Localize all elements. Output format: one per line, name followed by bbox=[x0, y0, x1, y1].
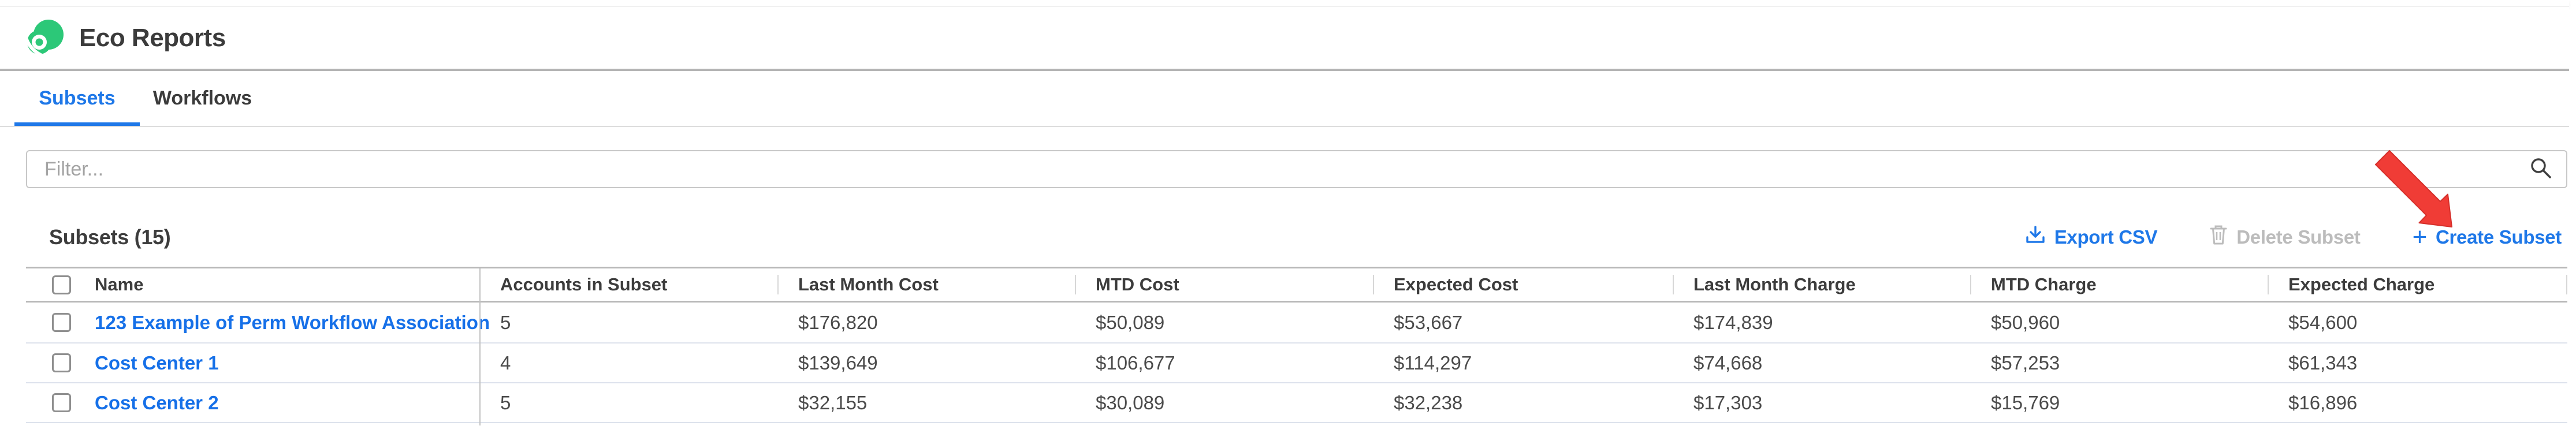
row-checkbox[interactable] bbox=[52, 313, 71, 332]
cell-accounts: 5 bbox=[500, 391, 511, 413]
column-header-mtd-cost[interactable]: MTD Cost bbox=[1075, 268, 1373, 301]
cell-expected-charge: $61,343 bbox=[2288, 352, 2358, 374]
cell-mtd-cost: $30,089 bbox=[1096, 391, 1165, 413]
subsets-toolbar: Subsets (15) Export CSV bbox=[49, 223, 2562, 252]
page-title: Eco Reports bbox=[79, 23, 226, 52]
column-header-accounts[interactable]: Accounts in Subset bbox=[500, 274, 668, 294]
tab-workflows-label: Workflows bbox=[152, 87, 252, 109]
column-header-name[interactable]: Name bbox=[26, 268, 479, 301]
name-column-divider bbox=[479, 268, 481, 425]
row-checkbox[interactable] bbox=[52, 353, 71, 372]
cell-mtd-cost: $50,089 bbox=[1096, 311, 1165, 333]
select-all-checkbox[interactable] bbox=[52, 275, 71, 294]
toolbar-actions: Export CSV Delete Subset + Create Subset bbox=[2025, 224, 2562, 251]
cell-expected-cost: $114,297 bbox=[1394, 352, 1472, 374]
row-checkbox[interactable] bbox=[52, 393, 71, 412]
row-name-cell: Cost Center 1 bbox=[26, 352, 479, 374]
table-row: Cost Center 1 4 $139,649 $106,677 $114,2… bbox=[26, 344, 2567, 383]
subset-name-link[interactable]: Cost Center 1 bbox=[95, 352, 219, 374]
cell-last-month-cost: $139,649 bbox=[798, 352, 878, 374]
cell-last-month-charge: $17,303 bbox=[1693, 391, 1763, 413]
column-header-expected-cost[interactable]: Expected Cost bbox=[1373, 268, 1673, 301]
column-header-last-month-charge[interactable]: Last Month Charge bbox=[1673, 268, 1970, 301]
subset-name-link[interactable]: Cost Center 2 bbox=[95, 391, 219, 413]
row-name-cell: Cost Center 2 bbox=[26, 392, 479, 414]
cell-last-month-charge: $174,839 bbox=[1693, 311, 1773, 333]
cell-expected-cost: $53,667 bbox=[1394, 311, 1463, 333]
download-icon bbox=[2025, 225, 2046, 249]
cell-expected-cost: $32,238 bbox=[1394, 391, 1463, 413]
top-strip bbox=[0, 0, 2569, 7]
table-row: Cost Center 2 5 $32,155 $30,089 $32,238 … bbox=[26, 383, 2567, 423]
cell-last-month-charge: $74,668 bbox=[1693, 352, 1763, 374]
tab-subsets-label: Subsets bbox=[39, 87, 116, 109]
cell-mtd-charge: $15,769 bbox=[1991, 391, 2060, 413]
column-header-expected-charge[interactable]: Expected Charge bbox=[2268, 268, 2567, 301]
create-subset-label: Create Subset bbox=[2435, 226, 2562, 248]
app-header: Eco Reports bbox=[0, 7, 2569, 71]
column-header-last-month-cost[interactable]: Last Month Cost bbox=[777, 268, 1075, 301]
column-header-name-label: Name bbox=[95, 274, 144, 294]
row-name-cell: 123 Example of Perm Workflow Association bbox=[26, 312, 490, 334]
cell-mtd-charge: $50,960 bbox=[1991, 311, 2060, 333]
export-csv-button[interactable]: Export CSV bbox=[2025, 225, 2158, 249]
cell-expected-charge: $16,896 bbox=[2288, 391, 2358, 413]
active-tab-underline bbox=[14, 122, 140, 126]
delete-subset-label: Delete Subset bbox=[2236, 226, 2361, 248]
filter-input[interactable] bbox=[26, 150, 2567, 188]
tab-bar: Subsets Workflows bbox=[0, 71, 2569, 127]
search-icon[interactable] bbox=[2528, 156, 2555, 182]
cell-mtd-charge: $57,253 bbox=[1991, 352, 2060, 374]
trash-icon bbox=[2209, 224, 2228, 251]
tab-subsets[interactable]: Subsets bbox=[14, 71, 140, 126]
cell-mtd-cost: $106,677 bbox=[1096, 352, 1175, 374]
subsets-table: Name Accounts in Subset Last Month Cost … bbox=[26, 267, 2567, 425]
filter-bar bbox=[26, 150, 2567, 188]
table-header-row: Name Accounts in Subset Last Month Cost … bbox=[26, 268, 2567, 303]
delete-subset-button[interactable]: Delete Subset bbox=[2209, 224, 2361, 251]
column-header-mtd-charge[interactable]: MTD Charge bbox=[1970, 268, 2268, 301]
plus-icon: + bbox=[2412, 223, 2428, 251]
table-row: 123 Example of Perm Workflow Association… bbox=[26, 303, 2567, 344]
cell-last-month-cost: $176,820 bbox=[798, 311, 878, 333]
export-csv-label: Export CSV bbox=[2054, 226, 2158, 248]
cell-accounts: 4 bbox=[500, 352, 511, 374]
cell-accounts: 5 bbox=[500, 311, 511, 333]
subset-name-link[interactable]: 123 Example of Perm Workflow Association bbox=[95, 311, 490, 333]
cell-expected-charge: $54,600 bbox=[2288, 311, 2358, 333]
eco-logo-icon bbox=[24, 19, 64, 58]
subsets-count-heading: Subsets (15) bbox=[49, 225, 171, 249]
cell-last-month-cost: $32,155 bbox=[798, 391, 868, 413]
tab-workflows[interactable]: Workflows bbox=[140, 71, 265, 126]
create-subset-button[interactable]: + Create Subset bbox=[2412, 223, 2562, 251]
